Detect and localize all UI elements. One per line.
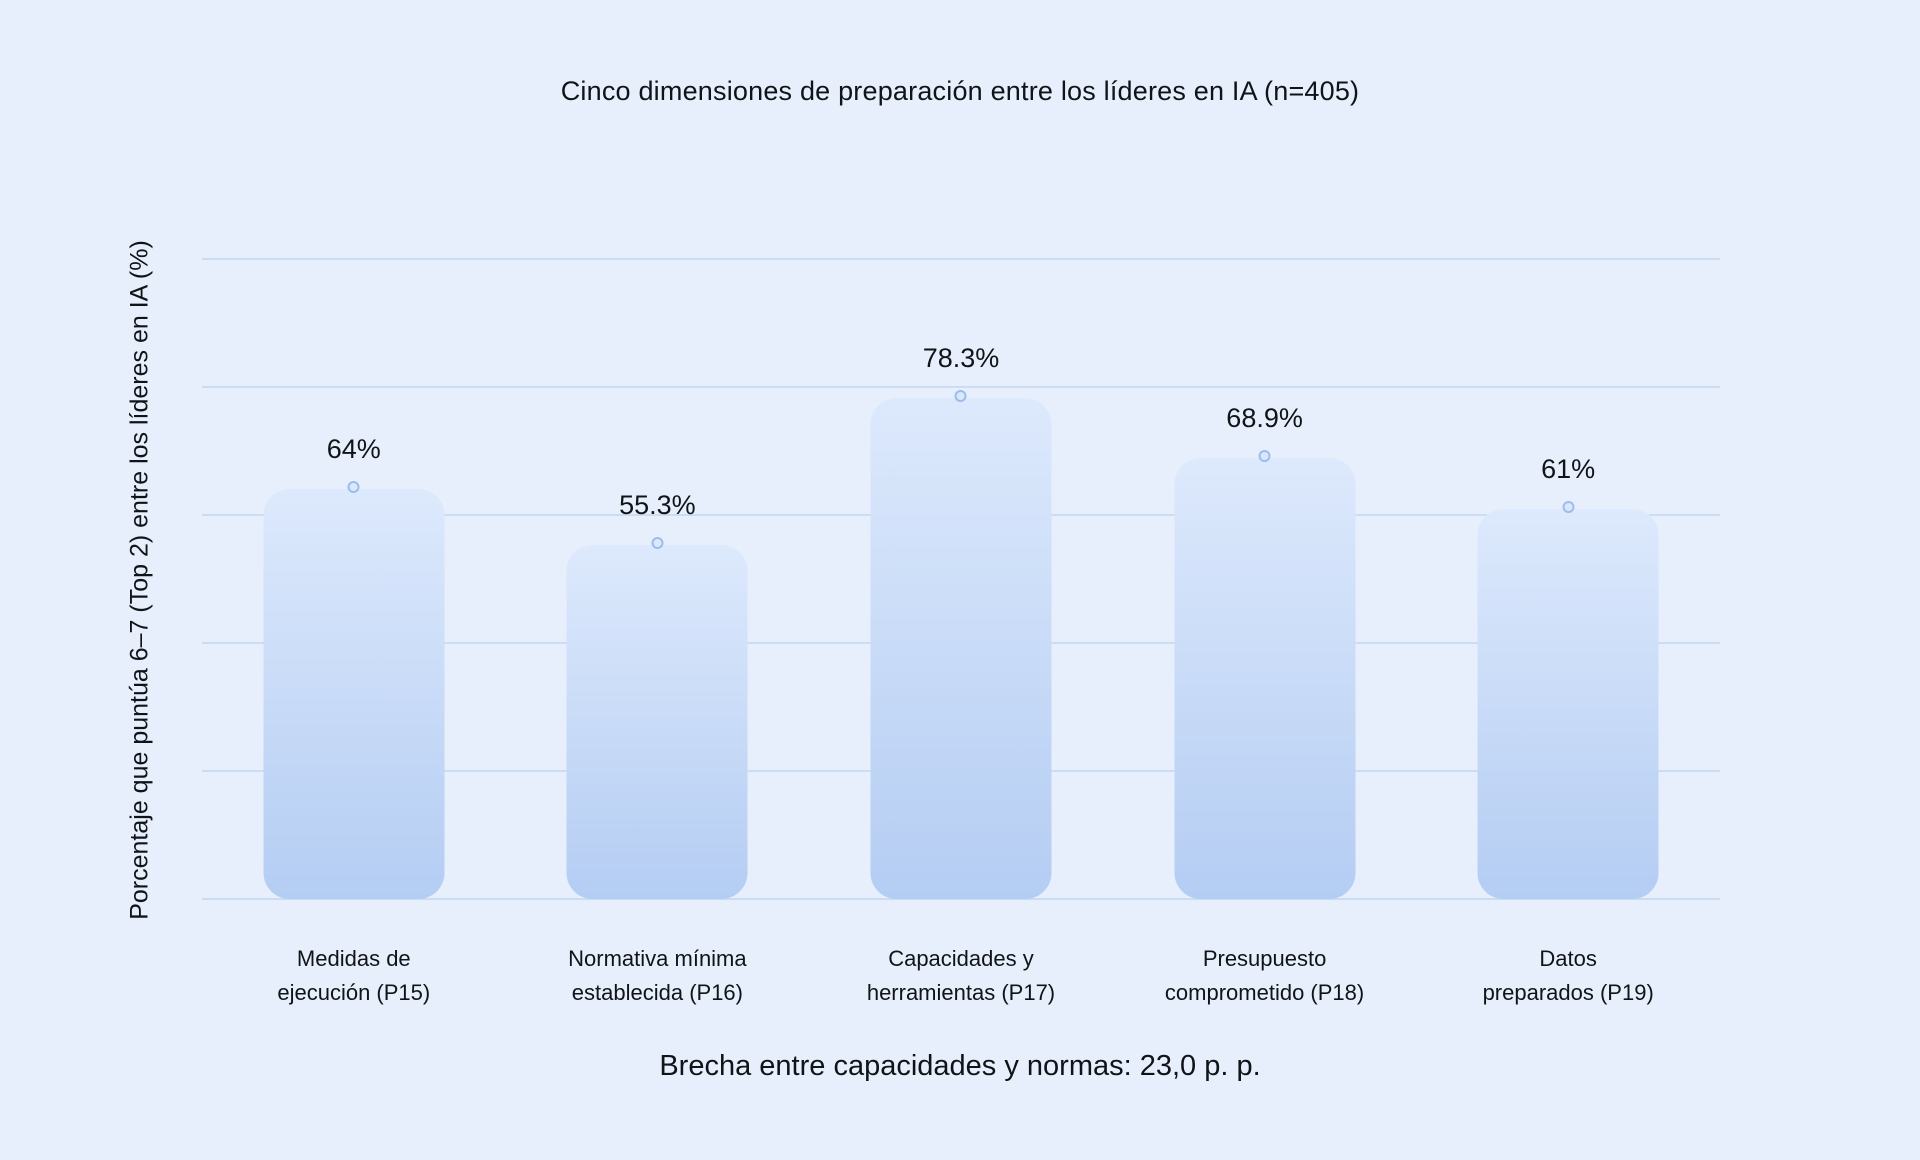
bar: 78.3%: [870, 343, 1052, 899]
footer-note: Brecha entre capacidades y normas: 23,0 …: [659, 1050, 1261, 1082]
bar-marker-dot-icon: [1562, 500, 1575, 513]
bar: 61%: [1477, 454, 1659, 899]
bar: 68.9%: [1174, 403, 1356, 899]
chart-title: Cinco dimensiones de preparación entre l…: [560, 76, 1360, 106]
bar-value-label: 78.3%: [922, 342, 1000, 373]
gridline: [202, 898, 1720, 900]
bar-group: 68.9%: [1113, 259, 1417, 899]
bar-group: 64%: [202, 259, 506, 899]
plot-area: 64% 55.3% 78.3% 68.9% 61%: [202, 258, 1720, 900]
bar-value-label: 68.9%: [1226, 403, 1303, 434]
bar-value-label: 64%: [326, 434, 381, 465]
x-axis-category-label: Presupuesto comprometido (P18): [1164, 946, 1365, 1005]
bar-marker-dot-icon: [347, 481, 360, 494]
bars-row: 64% 55.3% 78.3% 68.9% 61%: [202, 259, 1720, 899]
x-axis-category-label: Datos preparados (P19): [1482, 946, 1654, 1005]
bar: 64%: [263, 434, 445, 899]
bar-marker-dot-icon: [954, 389, 967, 402]
x-axis-labels: Medidas de ejecución (P15) Normativa mínim…: [202, 942, 1720, 1010]
bar-group: 78.3%: [809, 259, 1113, 899]
x-axis-category-label: Normativa mínima establecida (P16): [568, 946, 747, 1005]
bar: 55.3%: [566, 490, 748, 899]
x-axis-category-label: Medidas de ejecución (P15): [277, 946, 431, 1005]
bar-marker-dot-icon: [1258, 450, 1271, 463]
bar-marker-dot-icon: [651, 537, 664, 550]
bar-value-label: 55.3%: [619, 490, 696, 521]
bar-group: 61%: [1416, 259, 1720, 899]
gridline: [202, 386, 1720, 388]
y-axis-label: Porcentaje que puntúa 6–7 (Top 2) entre …: [125, 240, 154, 920]
gridline: [202, 258, 1720, 260]
bar-group: 55.3%: [506, 259, 810, 899]
x-axis-category-label: Capacidades y herramientas (P17): [866, 946, 1056, 1005]
bar-value-label: 61%: [1541, 453, 1596, 484]
